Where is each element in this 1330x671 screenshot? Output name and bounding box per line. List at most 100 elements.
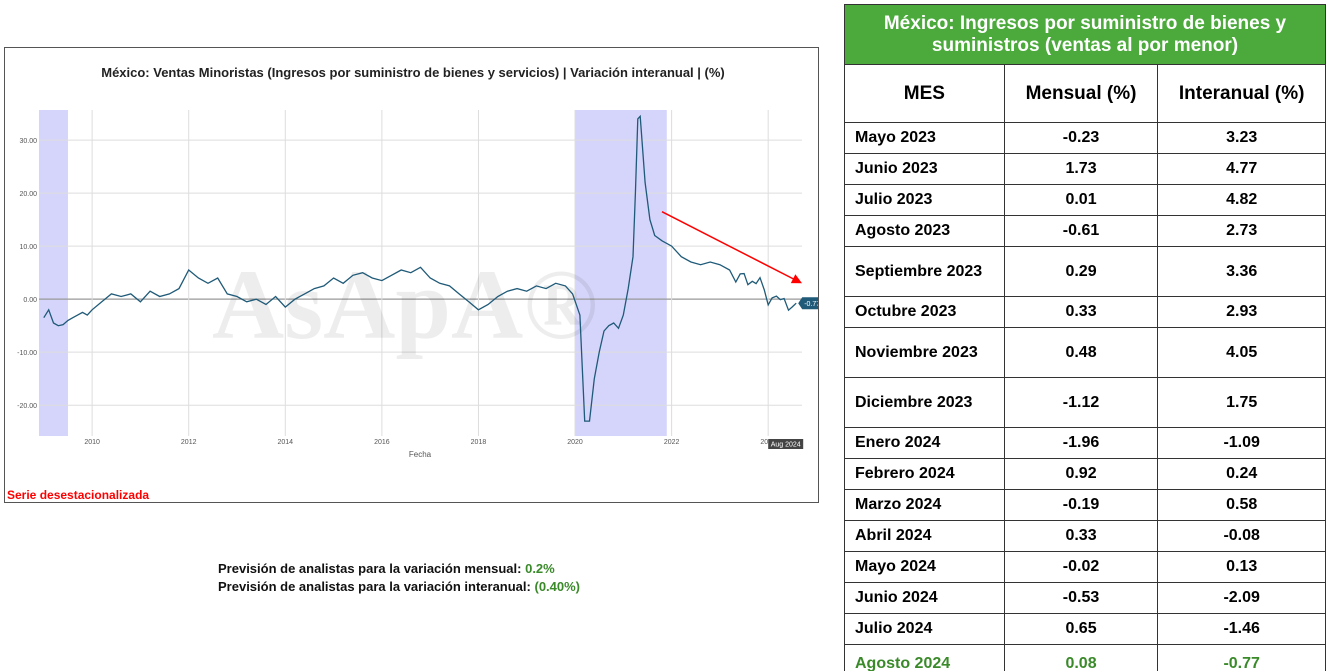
watermark-logo: AsApA® bbox=[212, 249, 598, 360]
y-tick-label: 0.00 bbox=[23, 297, 37, 304]
cell-mensual: -0.19 bbox=[1003, 489, 1159, 521]
col-header-mes: MES bbox=[844, 64, 1005, 123]
table-row: Julio 2024 0.65 -1.46 bbox=[844, 613, 1326, 645]
cell-mes: Noviembre 2023 bbox=[844, 327, 1005, 378]
table-row: Agosto 2023 -0.61 2.73 bbox=[844, 215, 1326, 247]
cell-interanual: -0.08 bbox=[1157, 520, 1326, 552]
chart-panel: México: Ventas Minoristas (Ingresos por … bbox=[4, 47, 819, 503]
y-tick-label: -10.00 bbox=[17, 350, 37, 357]
forecast-monthly-value: 0.2% bbox=[525, 561, 555, 576]
x-tick-label: 2020 bbox=[567, 439, 583, 446]
cell-mes: Marzo 2024 bbox=[844, 489, 1005, 521]
cell-mes: Septiembre 2023 bbox=[844, 246, 1005, 297]
last-value-badge bbox=[798, 297, 818, 310]
table-row: Octubre 2023 0.33 2.93 bbox=[844, 296, 1326, 328]
chart-title: México: Ventas Minoristas (Ingresos por … bbox=[101, 65, 725, 80]
x-tick-label: 2012 bbox=[181, 439, 197, 446]
table-body: Mayo 2023 -0.23 3.23 Junio 2023 1.73 4.77 Juli… bbox=[844, 122, 1326, 671]
last-date-label: Aug 2024 bbox=[771, 442, 801, 449]
data-table-wrapper: México: Ingresos por suministro de biene… bbox=[844, 4, 1326, 671]
cell-mes: Junio 2024 bbox=[844, 582, 1005, 614]
x-tick-label: 2016 bbox=[374, 439, 390, 446]
table-title: México: Ingresos por suministro de biene… bbox=[844, 4, 1326, 65]
cell-interanual: 3.36 bbox=[1157, 246, 1326, 297]
cell-interanual: -0.77 bbox=[1157, 644, 1326, 671]
table-row: Septiembre 2023 0.29 3.36 bbox=[844, 246, 1326, 297]
forecast-annual-label: Previsión de analistas para la variación… bbox=[218, 579, 531, 594]
y-tick-label: 20.00 bbox=[19, 191, 37, 198]
cell-interanual: 3.23 bbox=[1157, 122, 1326, 154]
cell-interanual: 2.73 bbox=[1157, 215, 1326, 247]
table-row: Junio 2023 1.73 4.77 bbox=[844, 153, 1326, 185]
cell-mes: Agosto 2023 bbox=[844, 215, 1005, 247]
cell-mes: Agosto 2024 bbox=[844, 644, 1005, 671]
y-tick-label: -20.00 bbox=[17, 403, 37, 410]
cell-mensual: 0.01 bbox=[1003, 184, 1159, 216]
table-row: Agosto 2024 0.08 -0.77 bbox=[844, 644, 1326, 671]
cell-mensual: 0.92 bbox=[1003, 458, 1159, 490]
cell-mensual: 0.33 bbox=[1003, 520, 1159, 552]
cell-interanual: 0.58 bbox=[1157, 489, 1326, 521]
recession-band bbox=[39, 110, 68, 436]
table-row: Noviembre 2023 0.48 4.05 bbox=[844, 327, 1326, 378]
cell-interanual: 1.75 bbox=[1157, 377, 1326, 428]
cell-mes: Mayo 2024 bbox=[844, 551, 1005, 583]
table-row: Enero 2024 -1.96 -1.09 bbox=[844, 427, 1326, 459]
seasonal-adjustment-note: Serie desestacionalizada bbox=[7, 488, 150, 502]
table-row: Junio 2024 -0.53 -2.09 bbox=[844, 582, 1326, 614]
cell-mes: Febrero 2024 bbox=[844, 458, 1005, 490]
cell-mes: Enero 2024 bbox=[844, 427, 1005, 459]
cell-interanual: 0.24 bbox=[1157, 458, 1326, 490]
cell-mensual: -0.61 bbox=[1003, 215, 1159, 247]
x-tick-label: 2014 bbox=[277, 439, 293, 446]
retail-sales-table: México: Ingresos por suministro de biene… bbox=[844, 4, 1326, 671]
cell-mes: Abril 2024 bbox=[844, 520, 1005, 552]
cell-interanual: -1.46 bbox=[1157, 613, 1326, 645]
x-tick-label: 2010 bbox=[84, 439, 100, 446]
cell-mensual: -0.23 bbox=[1003, 122, 1159, 154]
cell-mes: Mayo 2023 bbox=[844, 122, 1005, 154]
trend-arrow-line bbox=[661, 211, 797, 281]
cell-mensual: -1.96 bbox=[1003, 427, 1159, 459]
cell-mes: Julio 2024 bbox=[844, 613, 1005, 645]
cell-interanual: 4.05 bbox=[1157, 327, 1326, 378]
cell-interanual: 4.82 bbox=[1157, 184, 1326, 216]
table-row: Diciembre 2023 -1.12 1.75 bbox=[844, 377, 1326, 428]
col-header-interanual: Interanual (%) bbox=[1157, 64, 1326, 123]
cell-mes: Junio 2023 bbox=[844, 153, 1005, 185]
trend-arrow-head bbox=[790, 274, 802, 284]
cell-mensual: 0.08 bbox=[1003, 644, 1159, 671]
cell-mensual: 0.65 bbox=[1003, 613, 1159, 645]
line-chart: México: Ventas Minoristas (Ingresos por … bbox=[17, 65, 818, 459]
cell-interanual: 4.77 bbox=[1157, 153, 1326, 185]
cell-mes: Octubre 2023 bbox=[844, 296, 1005, 328]
cell-mensual: -0.53 bbox=[1003, 582, 1159, 614]
forecast-monthly-label: Previsión de analistas para la variación… bbox=[218, 561, 522, 576]
cell-interanual: 2.93 bbox=[1157, 296, 1326, 328]
table-row: Mayo 2024 -0.02 0.13 bbox=[844, 551, 1326, 583]
cell-mensual: 0.48 bbox=[1003, 327, 1159, 378]
forecast-annual-value: (0.40%) bbox=[534, 579, 581, 594]
analyst-forecast: Previsión de analistas para la variación… bbox=[218, 560, 580, 596]
col-header-mensual: Mensual (%) bbox=[1003, 64, 1159, 123]
table-row: Julio 2023 0.01 4.82 bbox=[844, 184, 1326, 216]
last-value-label: -0.77 bbox=[804, 301, 818, 308]
recession-band bbox=[575, 110, 667, 436]
last-date-badge bbox=[768, 439, 804, 449]
table-row: Marzo 2024 -0.19 0.58 bbox=[844, 489, 1326, 521]
series-line bbox=[43, 114, 797, 422]
y-tick-label: 10.00 bbox=[19, 244, 37, 251]
cell-mensual: -0.02 bbox=[1003, 551, 1159, 583]
x-tick-label: 2018 bbox=[471, 439, 487, 446]
forecast-monthly: Previsión de analistas para la variación… bbox=[218, 560, 580, 578]
x-axis-label: Fecha bbox=[409, 450, 432, 459]
cell-interanual: -1.09 bbox=[1157, 427, 1326, 459]
table-row: Abril 2024 0.33 -0.08 bbox=[844, 520, 1326, 552]
cell-mensual: -1.12 bbox=[1003, 377, 1159, 428]
x-tick-label: 2022 bbox=[664, 439, 680, 446]
table-row: Febrero 2024 0.92 0.24 bbox=[844, 458, 1326, 490]
cell-mensual: 1.73 bbox=[1003, 153, 1159, 185]
cell-interanual: -2.09 bbox=[1157, 582, 1326, 614]
cell-mes: Julio 2023 bbox=[844, 184, 1005, 216]
cell-interanual: 0.13 bbox=[1157, 551, 1326, 583]
